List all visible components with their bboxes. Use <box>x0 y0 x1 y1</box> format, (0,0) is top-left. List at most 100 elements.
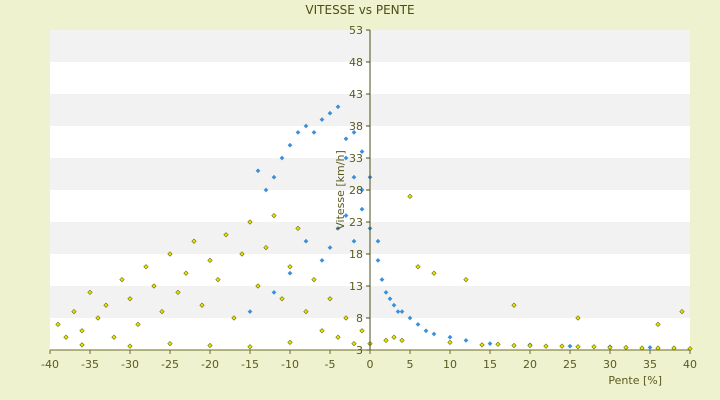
data-point <box>263 244 269 251</box>
data-point <box>263 187 269 193</box>
y-tick-label: 18 <box>349 248 363 261</box>
y-tick-label: 23 <box>349 216 363 229</box>
data-point <box>247 344 253 350</box>
data-point <box>375 257 381 263</box>
data-point <box>183 270 189 276</box>
data-point <box>271 289 277 295</box>
data-point <box>343 155 349 161</box>
data-point <box>287 142 293 148</box>
data-point <box>287 270 293 276</box>
data-point <box>407 193 413 200</box>
data-point <box>279 155 285 161</box>
data-point <box>591 344 597 350</box>
data-point <box>207 342 213 349</box>
data-point <box>167 251 173 257</box>
x-tick-label: 25 <box>563 358 577 371</box>
data-point <box>431 270 437 276</box>
data-point <box>199 302 205 308</box>
data-point <box>71 308 77 315</box>
data-point <box>375 238 381 244</box>
x-tick-label: -20 <box>201 358 219 371</box>
data-point <box>239 251 245 257</box>
data-point <box>319 257 325 263</box>
data-point <box>319 117 325 123</box>
data-point <box>391 302 397 308</box>
data-point <box>167 340 173 347</box>
data-point <box>175 289 181 296</box>
y-tick-label: 13 <box>349 280 363 293</box>
data-point <box>135 321 141 328</box>
y-tick-label: 43 <box>349 88 363 101</box>
data-point <box>487 341 493 347</box>
data-point <box>479 342 485 348</box>
data-point <box>379 277 385 283</box>
data-point <box>87 289 93 296</box>
y-tick-label: 8 <box>356 312 363 325</box>
data-point <box>387 296 393 302</box>
data-point <box>143 264 149 270</box>
data-point <box>303 123 309 129</box>
x-tick-label: -15 <box>241 358 259 371</box>
data-point <box>95 315 101 321</box>
data-point <box>303 238 309 244</box>
data-point <box>231 315 237 321</box>
data-point <box>527 342 533 349</box>
data-point <box>447 334 453 340</box>
data-point <box>559 343 565 349</box>
data-point <box>79 328 85 334</box>
data-point <box>335 225 341 231</box>
data-point <box>575 315 581 321</box>
data-point <box>423 328 429 334</box>
data-point <box>511 302 517 308</box>
x-tick-label: 15 <box>483 358 497 371</box>
data-point <box>327 245 333 251</box>
data-point <box>343 315 349 321</box>
data-point <box>159 308 165 315</box>
data-point <box>191 238 197 244</box>
data-point <box>415 321 421 327</box>
data-point <box>463 276 469 283</box>
data-point <box>415 264 421 270</box>
x-tick-label: -30 <box>121 358 139 371</box>
data-point <box>255 283 261 289</box>
data-point <box>567 343 573 349</box>
data-point <box>359 149 365 155</box>
data-point <box>447 339 453 345</box>
data-point <box>359 206 365 212</box>
x-tick-label: 5 <box>407 358 414 371</box>
data-point <box>431 331 437 337</box>
data-point <box>271 212 277 219</box>
data-point <box>495 341 501 347</box>
data-point <box>343 136 349 142</box>
data-point <box>575 344 581 350</box>
data-point <box>335 334 341 340</box>
data-point <box>55 321 61 328</box>
x-tick-label: 40 <box>683 358 697 371</box>
x-tick-label: 0 <box>367 358 374 371</box>
y-tick-label: 33 <box>349 152 363 165</box>
data-point <box>103 302 109 308</box>
data-point <box>287 339 293 345</box>
y-tick-label: 3 <box>356 344 363 357</box>
data-point <box>359 328 365 334</box>
data-point <box>407 315 413 321</box>
points-layer <box>55 104 693 352</box>
data-point <box>207 257 213 264</box>
y-tick-label: 28 <box>349 184 363 197</box>
data-point <box>303 308 309 315</box>
data-point <box>383 337 389 344</box>
x-axis-title: Pente [%] <box>608 374 662 387</box>
y-tick-label: 38 <box>349 120 363 133</box>
data-point <box>327 296 333 302</box>
data-point <box>63 334 69 340</box>
data-point <box>119 276 125 283</box>
data-point <box>287 264 293 270</box>
data-point <box>247 219 253 225</box>
data-point <box>271 174 277 180</box>
data-point <box>319 328 325 334</box>
data-point <box>127 343 133 349</box>
data-point <box>247 309 253 315</box>
y-axis-title: Vitesse [km/h] <box>334 150 347 230</box>
